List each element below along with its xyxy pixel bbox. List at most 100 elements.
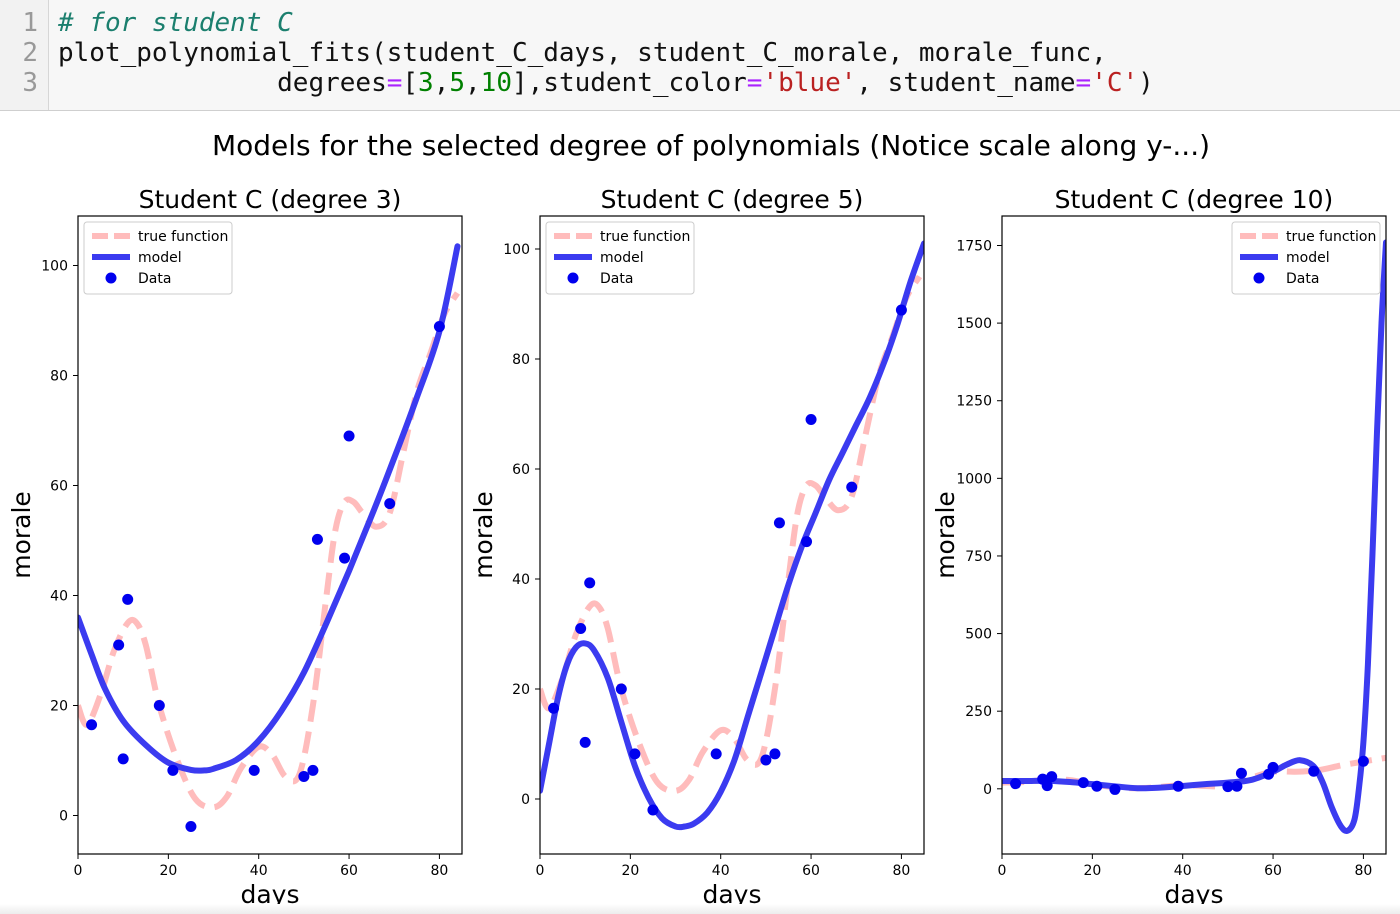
true-function-line	[78, 291, 461, 811]
legend-label: true function	[138, 229, 228, 245]
code-number: 5	[449, 68, 466, 98]
code-comment: # for student C	[58, 8, 293, 38]
x-tick-label: 20	[1083, 863, 1101, 879]
axes-frame	[77, 215, 463, 855]
data-point	[1308, 765, 1320, 777]
y-tick-label: 100	[503, 242, 530, 258]
data-point	[1267, 761, 1279, 773]
data-point	[769, 748, 781, 760]
model-line	[1002, 239, 1386, 834]
y-axis-label: morale	[931, 491, 960, 579]
x-tick-label: 80	[892, 863, 910, 879]
data-point	[86, 719, 98, 731]
model-line	[78, 243, 461, 774]
data-point	[185, 821, 197, 832]
x-tick-label: 80	[430, 863, 448, 879]
data-point	[117, 753, 129, 765]
y-axis-label: morale	[7, 491, 36, 579]
x-axis-label: days	[240, 880, 299, 904]
data-point	[1235, 767, 1247, 779]
y-tick-label: 1500	[956, 316, 992, 332]
y-tick-label: 60	[50, 479, 68, 495]
code-line-1[interactable]: # for student C	[58, 8, 293, 38]
y-tick-label: 1000	[956, 471, 992, 487]
code-line-3[interactable]: degrees=[3,5,10],student_color='blue', s…	[58, 68, 1154, 98]
subplot-title: Student C (degree 5)	[601, 185, 864, 214]
model-line	[540, 240, 924, 831]
y-tick-label: 1250	[956, 394, 992, 410]
legend-label: true function	[1286, 229, 1376, 245]
data-point	[1010, 778, 1022, 790]
code-text: plot_polynomial_fits(student_C_days, stu…	[58, 38, 1107, 68]
figure-output: Models for the selected degree of polyno…	[7, 129, 1387, 904]
y-tick-label: 500	[965, 627, 992, 643]
line-number: 1	[22, 8, 38, 38]
data-point	[113, 639, 125, 651]
data-point	[773, 517, 785, 529]
data-point	[548, 702, 560, 714]
y-tick-label: 750	[965, 549, 992, 565]
x-tick-label: 40	[250, 863, 268, 879]
data-point	[575, 623, 587, 634]
x-axis-label: days	[702, 880, 761, 904]
x-tick-label: 40	[1174, 863, 1192, 879]
x-tick-label: 20	[159, 863, 177, 879]
line-number-gutter: 1 2 3	[0, 0, 49, 110]
data-point	[805, 414, 817, 425]
y-tick-label: 250	[965, 704, 992, 720]
subplot-1: Student C (degree 3) 0 20 40 60 80 0 20 40 60 80 10…	[7, 185, 463, 904]
data-point	[384, 498, 396, 510]
axes-frame	[1001, 215, 1387, 855]
data-point	[647, 804, 659, 816]
y-tick-label: 40	[50, 589, 68, 605]
legend-box	[83, 221, 233, 295]
code-text: ],student_color	[511, 68, 747, 98]
data-point	[433, 321, 445, 333]
x-tick-label: 60	[340, 863, 358, 879]
y-tick-label: 80	[50, 369, 68, 385]
plot-area	[540, 240, 924, 831]
x-tick-label: 0	[74, 863, 83, 879]
legend-data-swatch	[1253, 272, 1265, 284]
code-text: ,	[433, 68, 450, 98]
data-point	[167, 764, 179, 776]
data-point	[153, 700, 165, 711]
code-string: 'C'	[1091, 68, 1139, 98]
plot-area	[1002, 239, 1386, 834]
y-tick-label: 20	[512, 682, 530, 698]
legend-label: Data	[600, 271, 633, 287]
data-point	[298, 770, 310, 782]
y-tick-label: 40	[512, 572, 530, 588]
data-point	[801, 536, 813, 548]
data-point	[584, 577, 596, 589]
data-point	[1091, 780, 1103, 792]
code-line-2[interactable]: plot_polynomial_fits(student_C_days, stu…	[58, 38, 1107, 68]
legend: true function model Data	[545, 221, 695, 295]
plot-area	[78, 243, 461, 832]
output-bottom-edge	[0, 904, 1400, 914]
legend-data-swatch	[105, 272, 117, 284]
y-tick-label: 20	[50, 699, 68, 715]
legend-box	[1231, 221, 1381, 295]
data-point	[629, 748, 641, 760]
x-tick-label: 0	[536, 863, 545, 879]
code-cell[interactable]: 1 2 3 # for student C plot_polynomial_fi…	[0, 0, 1400, 111]
data-point	[339, 552, 351, 564]
subplot-2: Student C (degree 5) 0 20 40 60 80 0 20 40 60 80 10…	[469, 185, 925, 904]
legend-label: true function	[600, 229, 690, 245]
legend-label: model	[1286, 250, 1330, 266]
code-text: ,	[465, 68, 481, 98]
x-tick-label: 80	[1354, 863, 1372, 879]
code-number: 3	[418, 68, 434, 98]
data-point	[1046, 771, 1058, 783]
data-point	[1041, 780, 1053, 792]
code-text: degrees	[58, 68, 387, 98]
line-number: 3	[22, 68, 38, 98]
legend: true function model Data	[83, 221, 233, 295]
y-tick-label: 0	[983, 782, 992, 798]
y-tick-label: 80	[512, 352, 530, 368]
y-tick-label: 100	[41, 259, 68, 275]
code-operator: =	[746, 68, 763, 98]
code-string: 'blue'	[762, 68, 857, 98]
data-point	[311, 533, 323, 545]
